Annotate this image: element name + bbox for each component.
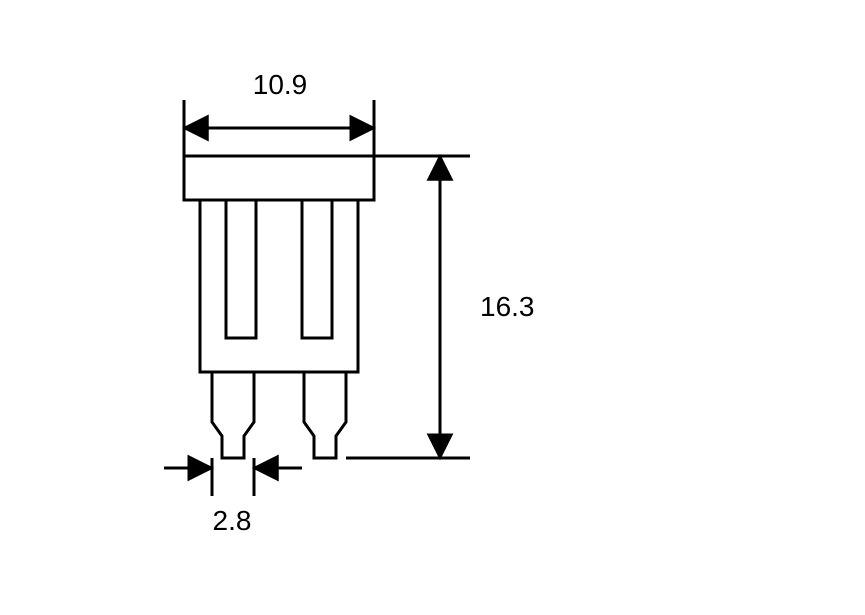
fuse-cap (184, 156, 374, 200)
fuse-dimension-diagram: 10.9 16.3 2.8 (0, 0, 865, 615)
dim-width-label: 10.9 (253, 69, 308, 100)
blade-left (212, 372, 254, 458)
blade-right (304, 372, 346, 458)
slot-right (302, 200, 332, 338)
slot-left (226, 200, 256, 338)
dim-height-label: 16.3 (480, 291, 535, 322)
dim-blade-label: 2.8 (213, 505, 252, 536)
